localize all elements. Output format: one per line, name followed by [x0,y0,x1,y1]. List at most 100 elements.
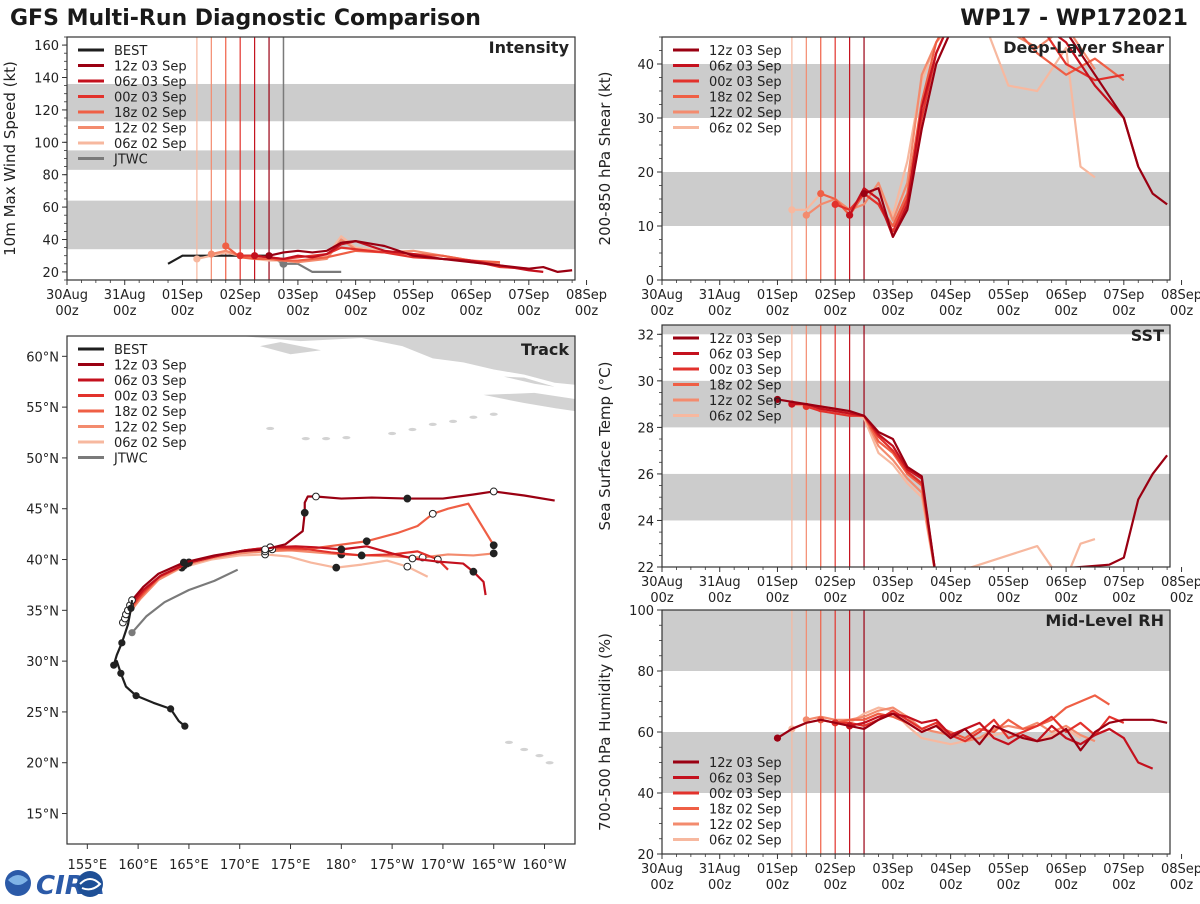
intensity-plot-area [67,37,575,280]
intensity-legend-label: 06z 03 Sep [114,75,187,90]
sst-xtick-label-day: 02Sep [815,575,856,590]
track-lat-label: 45°N [26,503,59,518]
track-best-marker [181,722,189,730]
sst-xtick-label-day: 03Sep [872,575,913,590]
track-best-marker [117,669,125,677]
sst-xtick-label-hour: 00z [939,591,963,606]
track-marker-filled [179,558,188,567]
rh-panel: 2040608010030Aug00z31Aug00z01Sep00z02Sep… [596,604,1200,893]
intensity-series-init-marker [251,252,259,260]
sst-xtick-label-day: 01Sep [757,575,798,590]
shear-xtick-label-day: 30Aug [641,288,683,303]
sst-xtick-label-day: 31Aug [699,575,741,590]
shear-ytick-label: 10 [637,220,654,235]
sst-xtick-label-hour: 00z [997,591,1021,606]
sst-panel: 22242628303230Aug00z31Aug00z01Sep00z02Se… [596,324,1200,606]
track-lon-label: 175°E [271,858,311,873]
track-marker-open [261,545,270,554]
intensity-xtick-label-day: 31Aug [104,288,146,303]
shear-xtick-label-hour: 00z [766,304,790,319]
track-marker-open [312,492,320,501]
rh-panel-title: Mid-Level RH [1045,611,1164,630]
intensity-xtick-label-day: 06Sep [451,288,492,303]
shear-xtick-label-day: 07Sep [1103,288,1144,303]
intensity-band [67,200,575,250]
track-island [489,412,498,416]
shear-ytick-label: 0 [646,274,654,289]
rh-xtick-label-hour: 00z [1054,878,1078,893]
shear-xtick-label-day: 03Sep [872,288,913,303]
intensity-xtick-label-hour: 00z [344,304,368,319]
track-marker-filled [489,549,498,558]
track-lon-label: 170°W [421,858,465,873]
rh-xtick-label-hour: 00z [766,878,790,893]
intensity-ytick-label: 100 [34,136,59,151]
shear-series-init-marker [831,200,839,208]
rh-xtick-label-hour: 00z [939,878,963,893]
shear-legend-label: 06z 03 Sep [709,60,782,75]
intensity-xtick-label-day: 05Sep [393,288,434,303]
rh-ytick-label: 20 [637,848,654,863]
intensity-band [67,83,575,122]
sst-xtick-label-day: 07Sep [1103,575,1144,590]
track-island [342,436,351,440]
shear-legend-label: 12z 02 Sep [709,106,782,121]
sst-xtick-label-hour: 00z [823,591,847,606]
shear-xtick-label-hour: 00z [1170,304,1194,319]
track-legend-label: 00z 03 Sep [114,390,187,405]
track-lat-label: 40°N [26,554,59,569]
track-marker-filled [337,545,346,554]
track-marker-open [428,509,437,518]
intensity-panel-title: Intensity [489,38,570,57]
rh-xtick-label-day: 02Sep [815,862,856,877]
track-island [545,761,554,765]
track-lon-label: 180° [326,858,357,873]
intensity-legend-label: 18z 02 Sep [114,106,187,121]
track-lon-label: 175°W [370,858,414,873]
track-marker-filled [469,567,478,576]
sst-legend-label: 12z 03 Sep [709,332,782,347]
intensity-series-init-marker [265,252,273,260]
shear-series-line [848,37,1140,238]
sst-legend-label: 06z 02 Sep [709,410,782,425]
track-lat-label: 20°N [26,757,59,772]
shear-panel: 01020304030Aug00z31Aug00z01Sep00z02Sep00… [596,36,1200,319]
intensity-ytick-label: 20 [42,266,59,281]
rh-xtick-label-day: 08Sep [1161,862,1200,877]
intensity-legend-label: 12z 03 Sep [114,60,187,75]
track-marker-open [403,562,412,571]
sst-series-init-marker [773,395,782,404]
intensity-xtick-label-day: 01Sep [162,288,203,303]
track-lon-label: 160°E [118,858,158,873]
shear-ytick-label: 20 [637,166,654,181]
track-lon-label: 160°W [522,858,566,873]
sst-xtick-label-hour: 00z [766,591,790,606]
shear-xtick-label-day: 08Sep [1161,288,1200,303]
track-best-marker [132,692,140,700]
rh-band [662,610,1170,671]
sst-series-line [777,398,1168,567]
sst-ytick-label: 28 [637,421,654,436]
rh-xtick-label-hour: 00z [823,878,847,893]
rh-series-init-marker [773,734,782,742]
rh-ytick-label: 60 [637,726,654,741]
rh-xtick-label-hour: 00z [881,878,905,893]
track-lat-label: 15°N [26,808,59,823]
track-land-mass [503,376,555,387]
track-jtwc-marker [128,629,136,637]
sst-xtick-label-day: 04Sep [930,575,971,590]
shear-xtick-label-hour: 00z [881,304,905,319]
rh-legend-label: 06z 03 Sep [709,772,782,787]
track-legend-label: 18z 02 Sep [114,405,187,420]
shear-series-init-marker [788,206,796,214]
intensity-series-line [268,240,573,273]
intensity-series-line [225,245,501,264]
intensity-xtick-label-day: 03Sep [277,288,318,303]
intensity-xtick-label-hour: 00z [286,304,310,319]
rh-xtick-label-hour: 00z [708,878,732,893]
track-run-line [131,490,555,601]
track-legend-label: 12z 02 Sep [114,421,187,436]
rh-series-line [776,712,1168,752]
sst-legend-label: 00z 03 Sep [709,363,782,378]
logo-globe-highlight [8,875,28,885]
